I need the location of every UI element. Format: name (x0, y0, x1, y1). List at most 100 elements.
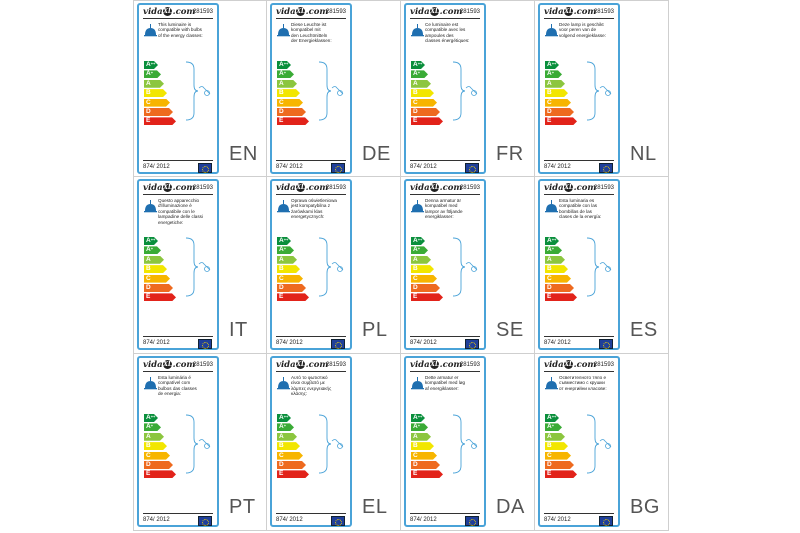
language-code: ES (630, 319, 658, 341)
footer-divider (544, 160, 614, 161)
energy-class-label: A+ (279, 423, 287, 431)
compatible-range-bracket (318, 61, 344, 121)
compatible-range-bracket (452, 237, 478, 297)
energy-class-bar: C (411, 452, 437, 460)
language-cell-pt: vidaXL.com 281593 Esta luminária é compa… (133, 354, 267, 531)
header-divider (276, 18, 346, 19)
energy-label-grid: vidaXL.com 281593 This luminaire is comp… (133, 0, 669, 533)
energy-class-label: B (413, 442, 418, 450)
eu-flag-icon (465, 516, 479, 526)
product-code: 281593 (593, 362, 614, 368)
energy-class-bar: A (411, 80, 431, 88)
energy-class-bar: B (144, 89, 167, 97)
energy-class-bar: A+ (545, 70, 562, 78)
regulation-number: 874/ 2012 (143, 164, 170, 170)
energy-scale: A++ A+ A B C D E (277, 237, 309, 303)
header-divider (410, 371, 480, 372)
energy-class-bar: A (277, 433, 297, 441)
energy-class-label: A (413, 79, 418, 87)
energy-class-label: A++ (413, 237, 423, 244)
regulation-number: 874/ 2012 (544, 340, 571, 346)
energy-class-bar: E (144, 470, 176, 478)
language-cell-da: vidaXL.com 281593 Dette armatur er kompa… (401, 354, 535, 531)
header-divider (143, 18, 213, 19)
pendant-lamp-icon (144, 24, 157, 37)
brand-logo: vidaXL.com (276, 183, 329, 193)
energy-class-label: E (547, 470, 552, 478)
eu-flag-icon (198, 339, 212, 349)
energy-class-label: C (547, 98, 552, 106)
energy-class-label: A+ (146, 246, 154, 254)
product-code: 281593 (325, 9, 346, 15)
energy-scale: A++ A+ A B C D E (144, 61, 176, 127)
compatibility-text: Dette armatur er kompatibel med løg af e… (425, 375, 466, 391)
energy-class-bar: D (411, 461, 440, 469)
product-code: 281593 (325, 362, 346, 368)
energy-class-bar: A++ (545, 61, 559, 69)
brand-logo: vidaXL.com (410, 7, 463, 17)
header-divider (143, 371, 213, 372)
energy-scale: A++ A+ A B C D E (277, 414, 309, 480)
energy-class-label: E (146, 117, 151, 125)
pendant-lamp-icon (277, 200, 290, 213)
energy-class-bar: A++ (277, 414, 291, 422)
energy-class-label: B (547, 442, 552, 450)
energy-label: vidaXL.com 281593 Oprawa oświetleniowa j… (270, 179, 352, 350)
language-cell-de: vidaXL.com 281593 Diese Leuchte ist komp… (267, 0, 401, 177)
eu-flag-icon (599, 339, 613, 349)
compatibility-text: Осветителното тяло е съвместимо с крушки… (559, 375, 607, 391)
energy-class-bar: D (545, 461, 574, 469)
energy-class-bar: A (545, 80, 565, 88)
energy-class-bar: C (411, 275, 437, 283)
energy-class-label: A++ (547, 61, 557, 68)
energy-label: vidaXL.com 281593 Esta luminária é compa… (137, 356, 219, 527)
energy-class-bar: B (277, 265, 300, 273)
energy-class-label: E (146, 470, 151, 478)
brand-logo: vidaXL.com (276, 360, 329, 370)
pendant-lamp-icon (545, 200, 558, 213)
language-cell-bg: vidaXL.com 281593 Осветителното тяло е с… (535, 354, 669, 531)
energy-class-label: C (547, 274, 552, 282)
brand-logo: vidaXL.com (410, 360, 463, 370)
energy-class-label: E (279, 293, 284, 301)
energy-class-label: B (279, 89, 284, 97)
energy-class-label: C (279, 451, 284, 459)
energy-class-bar: A (144, 433, 164, 441)
energy-class-label: D (279, 460, 284, 468)
energy-class-label: D (547, 460, 552, 468)
regulation-number: 874/ 2012 (544, 517, 571, 523)
energy-class-bar: E (277, 293, 309, 301)
language-code: NL (630, 143, 657, 165)
compatible-range-bracket (586, 61, 612, 121)
energy-class-bar: D (411, 108, 440, 116)
pendant-lamp-icon (545, 24, 558, 37)
brand-logo: vidaXL.com (276, 7, 329, 17)
energy-label: vidaXL.com 281593 Questo apparecchio d'i… (137, 179, 219, 350)
language-code: SE (496, 319, 524, 341)
energy-class-bar: A+ (277, 423, 294, 431)
energy-class-bar: E (277, 470, 309, 478)
pendant-lamp-icon (277, 24, 290, 37)
energy-class-bar: D (545, 108, 574, 116)
energy-class-label: D (146, 283, 151, 291)
brand-logo: vidaXL.com (143, 7, 196, 17)
product-code: 281593 (459, 185, 480, 191)
eu-flag-icon (465, 163, 479, 173)
energy-class-bar: D (277, 461, 306, 469)
energy-class-label: C (279, 274, 284, 282)
compatible-range-bracket (586, 237, 612, 297)
energy-class-label: A+ (146, 423, 154, 431)
energy-class-bar: A+ (411, 70, 428, 78)
energy-class-label: C (146, 98, 151, 106)
energy-class-label: C (413, 274, 418, 282)
energy-class-bar: A (545, 433, 565, 441)
energy-scale: A++ A+ A B C D E (411, 61, 443, 127)
energy-class-bar: A++ (411, 414, 425, 422)
language-code: DA (496, 496, 525, 518)
energy-class-label: E (413, 470, 418, 478)
pendant-lamp-icon (144, 377, 157, 390)
compatibility-text: Αυτό το φωτιστικό είναι συμβατό με λάμπε… (291, 375, 332, 397)
energy-class-label: B (413, 265, 418, 273)
energy-class-label: E (413, 117, 418, 125)
eu-flag-icon (198, 163, 212, 173)
